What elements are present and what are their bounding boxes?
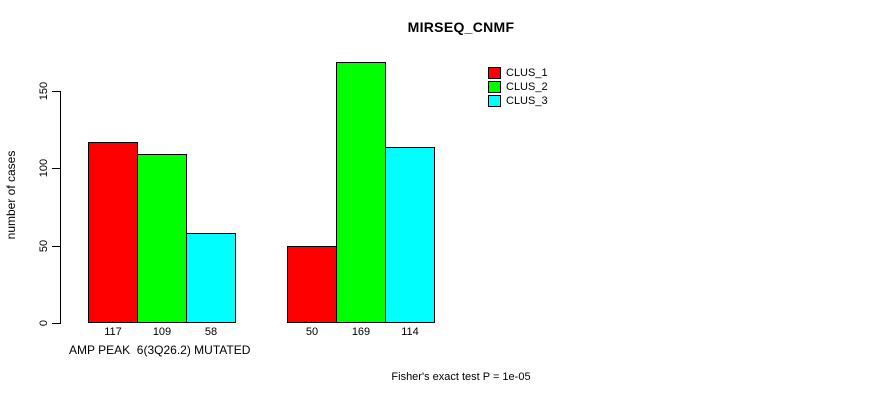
- legend-label: CLUS_2: [506, 81, 548, 93]
- chart-title: MIRSEQ_CNMF: [407, 19, 515, 35]
- legend-item: CLUS_3: [488, 94, 548, 108]
- y-axis-tick: [52, 323, 60, 324]
- legend: CLUS_1 CLUS_2 CLUS_3: [488, 66, 548, 108]
- y-axis-line: [60, 91, 61, 324]
- bar-value-label: 117: [104, 326, 122, 338]
- legend-swatch: [488, 95, 501, 107]
- legend-swatch: [488, 81, 501, 93]
- bar-value-label: 114: [401, 326, 419, 338]
- bar-clus_1-group2: [287, 246, 337, 323]
- y-tick-label: 0: [38, 319, 50, 327]
- bar-clus_2-group1: [137, 154, 187, 323]
- bar-clus_1-group1: [88, 142, 138, 323]
- y-tick-label: 150: [38, 81, 50, 101]
- bar-value-label: 109: [152, 326, 172, 338]
- fishers-test-caption: Fisher's exact test P = 1e-05: [391, 371, 531, 383]
- y-axis-tick: [52, 168, 60, 169]
- y-tick-label: 100: [38, 158, 50, 178]
- bar-clus_3-group2: [385, 147, 435, 323]
- legend-swatch: [488, 67, 501, 79]
- bar-clus_2-group2: [336, 62, 386, 323]
- legend-label: CLUS_1: [506, 67, 548, 79]
- y-axis-tick: [52, 246, 60, 247]
- y-axis-label: number of cases: [4, 150, 18, 240]
- legend-label: CLUS_3: [506, 95, 548, 107]
- bar-value-label: 169: [351, 326, 371, 338]
- bar-value-label: 50: [305, 326, 319, 338]
- y-tick-label: 50: [38, 239, 50, 253]
- legend-item: CLUS_2: [488, 80, 548, 94]
- legend-item: CLUS_1: [488, 66, 548, 80]
- bar-value-label: 58: [204, 326, 218, 338]
- y-axis-tick: [52, 91, 60, 92]
- x-axis-label: AMP PEAK 6(3Q26.2) MUTATED: [69, 343, 251, 357]
- bar-clus_3-group1: [186, 233, 236, 323]
